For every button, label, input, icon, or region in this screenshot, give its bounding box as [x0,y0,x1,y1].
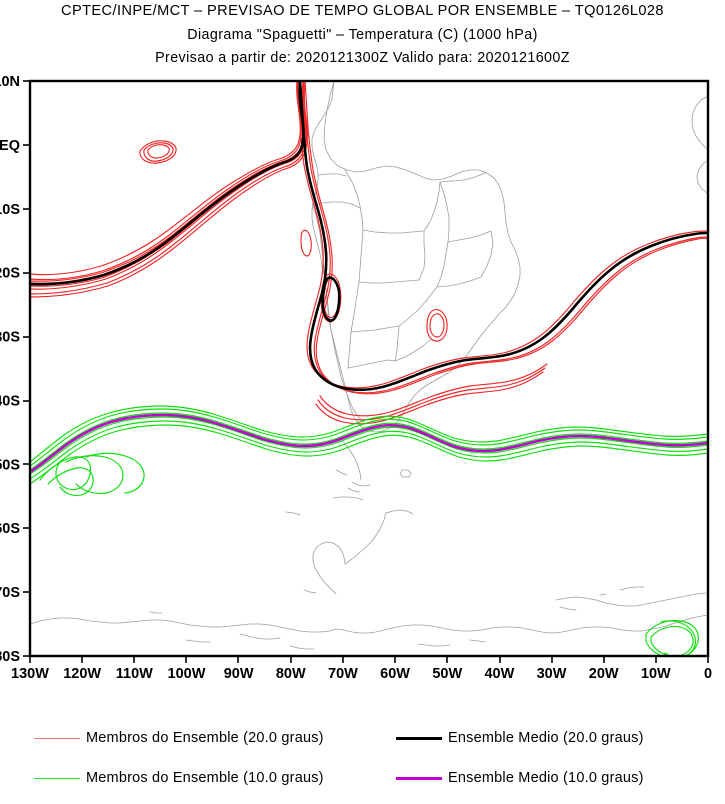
x-tick-label: 100W [168,666,206,682]
chart-subtitle: Diagrama "Spaguetti" – Temperatura (C) (… [187,26,538,43]
legend-label-mean-20c: Ensemble Medio (20.0 graus) [448,730,644,746]
x-tick-label: 0 [704,666,712,682]
y-tick-label: 20S [0,266,20,282]
y-tick-label: 50S [0,457,20,473]
x-tick-label: 20W [589,666,619,682]
x-tick-label: 130W [11,666,49,682]
y-tick-label: 70S [0,585,20,601]
legend-swatch-mean-10c [396,776,442,780]
y-tick-label: EQ [0,138,20,154]
coastlines-layer [30,81,708,650]
ensemble-members-20c [30,81,708,425]
spaghetti-plot: 130W 120W 110W 100W 90W 80W 70W 60W 50W 40W 30W 20W… [0,74,712,682]
x-tick-label: 70W [328,666,358,682]
ensemble-mean-20c [30,81,708,392]
y-tick-label: 60S [0,521,20,537]
legend-swatch-members-20c [34,737,80,739]
y-axis-tick-labels: 10N EQ 10S 20S 30S 40S 50S 60S 70S 80S [0,74,20,665]
x-tick-label: 60W [380,666,410,682]
ensemble-members-10c [30,405,708,656]
y-tick-label: 30S [0,330,20,346]
legend-row-10c: Membros do Ensemble (10.0 graus) Ensembl… [0,770,725,804]
legend-item-mean-20c: Ensemble Medio (20.0 graus) [396,730,644,746]
x-tick-label: 80W [276,666,306,682]
legend-item-members-10c: Membros do Ensemble (10.0 graus) [34,770,324,786]
x-axis-tick-labels: 130W 120W 110W 100W 90W 80W 70W 60W 50W 40W 30W 20W… [11,666,712,682]
x-tick-label: 30W [537,666,567,682]
x-tick-label: 10W [641,666,671,682]
legend-item-members-20c: Membros do Ensemble (20.0 graus) [34,730,324,746]
forecast-validity: Previsao a partir de: 2020121300Z Valido… [155,49,570,66]
ensemble-mean-10c [30,413,708,474]
x-tick-label: 50W [432,666,462,682]
legend-item-mean-10c: Ensemble Medio (10.0 graus) [396,770,644,786]
page-title: CPTEC/INPE/MCT – PREVISAO DE TEMPO GLOBA… [61,3,664,19]
y-tick-label: 40S [0,393,20,409]
axis-ticks [23,80,709,663]
legend-swatch-mean-20c [396,736,442,740]
legend-label-mean-10c: Ensemble Medio (10.0 graus) [448,770,644,786]
x-tick-label: 120W [63,666,101,682]
y-tick-label: 80S [0,649,20,665]
y-tick-label: 10N [0,74,20,90]
plot-frame [28,79,710,658]
legend-label-members-10c: Membros do Ensemble (10.0 graus) [86,770,324,786]
legend-row-20c: Membros do Ensemble (20.0 graus) Ensembl… [0,730,725,764]
chart-title-block: CPTEC/INPE/MCT – PREVISAO DE TEMPO GLOBA… [0,0,725,65]
x-tick-label: 110W [116,666,153,682]
chart-legend: Membros do Ensemble (20.0 graus) Ensembl… [0,716,725,792]
y-tick-label: 10S [0,202,20,218]
map-canvas: 130W 120W 110W 100W 90W 80W 70W 60W 50W 40W 30W 20W… [0,74,712,682]
legend-swatch-members-10c [34,777,80,779]
x-tick-label: 40W [484,666,514,682]
legend-label-members-20c: Membros do Ensemble (20.0 graus) [86,730,324,746]
x-tick-label: 90W [224,666,254,682]
